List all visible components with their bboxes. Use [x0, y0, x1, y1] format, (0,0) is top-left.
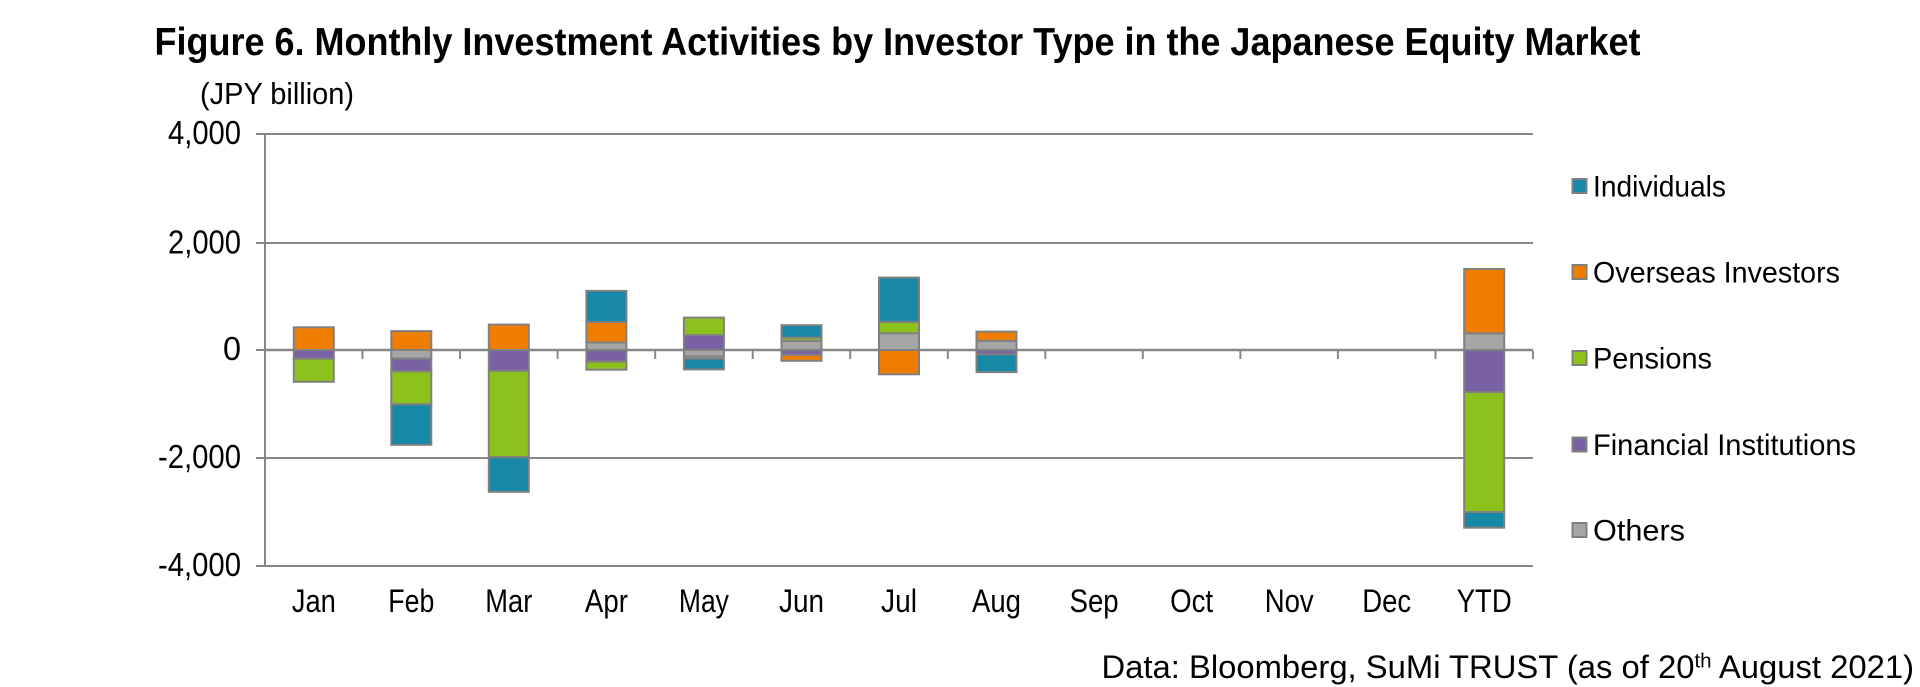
svg-text:Aug: Aug — [972, 583, 1021, 619]
svg-text:Oct: Oct — [1170, 583, 1213, 619]
svg-text:Nov: Nov — [1265, 583, 1314, 619]
svg-text:0: 0 — [223, 330, 241, 367]
svg-text:Jan: Jan — [292, 583, 336, 619]
svg-text:Others: Others — [1593, 515, 1685, 548]
svg-text:Feb: Feb — [388, 583, 434, 619]
svg-text:Financial Institutions: Financial Institutions — [1593, 429, 1856, 462]
svg-text:(JPY billion): (JPY billion) — [200, 76, 354, 111]
svg-text:Apr: Apr — [585, 583, 628, 619]
svg-text:Jun: Jun — [779, 583, 824, 619]
svg-text:-4,000: -4,000 — [158, 546, 241, 583]
svg-text:Sep: Sep — [1070, 583, 1119, 619]
svg-text:Overseas Investors: Overseas Investors — [1593, 257, 1840, 290]
svg-text:Jul: Jul — [881, 583, 917, 619]
svg-text:-2,000: -2,000 — [158, 438, 241, 475]
svg-text:YTD: YTD — [1457, 583, 1512, 619]
svg-text:Pensions: Pensions — [1593, 343, 1712, 376]
svg-text:Dec: Dec — [1362, 583, 1411, 619]
svg-text:Mar: Mar — [485, 583, 532, 619]
svg-text:Figure 6. Monthly Investment A: Figure 6. Monthly Investment Activities … — [155, 21, 1641, 64]
svg-text:4,000: 4,000 — [168, 114, 241, 151]
svg-text:May: May — [679, 583, 729, 619]
svg-text:Data: Bloomberg, SuMi TRUST (a: Data: Bloomberg, SuMi TRUST (as of 20th … — [1101, 648, 1914, 685]
svg-text:Individuals: Individuals — [1593, 171, 1726, 204]
svg-text:2,000: 2,000 — [168, 224, 241, 261]
